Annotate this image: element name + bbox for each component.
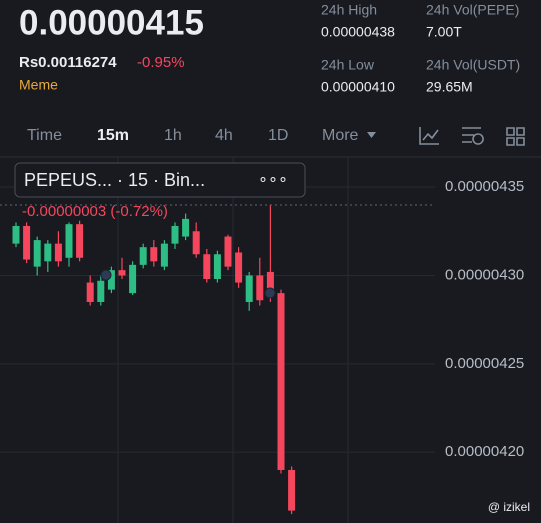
candle-body <box>107 270 115 290</box>
stat-label: 24h Low <box>321 57 375 73</box>
layout-icon[interactable] <box>506 127 525 146</box>
candle-body <box>12 225 20 244</box>
timeframe-tab[interactable]: 1h <box>164 127 182 144</box>
candle-body <box>129 264 137 294</box>
timeframe-tab[interactable]: 15m <box>97 127 129 144</box>
candle-body <box>160 243 168 267</box>
candle-body <box>171 225 179 244</box>
candle-body <box>192 231 200 255</box>
candle-body <box>23 225 31 260</box>
timeframe-tab[interactable]: 1D <box>268 127 288 144</box>
candle-body <box>266 271 274 294</box>
timeframe-tab[interactable]: 4h <box>215 127 233 144</box>
candle-body <box>65 224 73 258</box>
candle-body <box>256 275 264 301</box>
candle-body <box>118 270 126 276</box>
dropdown-arrow <box>367 132 376 138</box>
marker <box>264 287 276 299</box>
legend-box[interactable] <box>14 162 306 198</box>
indicator-icon[interactable] <box>419 127 439 145</box>
legend-menu[interactable]: ∘∘∘ <box>258 171 288 188</box>
price-change: -0.95% <box>137 54 185 71</box>
last-price: 0.00000415 <box>19 3 204 42</box>
candle-body <box>76 224 84 258</box>
candle-body <box>182 218 190 237</box>
y-tick-label: 0.00000435 <box>445 178 524 195</box>
candle-body <box>54 243 62 262</box>
stat-label: 24h High <box>321 2 377 18</box>
candle-body <box>150 247 158 262</box>
timeframe-tab[interactable]: More <box>322 127 359 144</box>
change-label: -0.00000003 (-0.72%) <box>22 203 168 220</box>
candle-body <box>33 240 41 267</box>
fiat-price: Rs0.00116274 <box>19 54 117 71</box>
watermark: @ izikel <box>488 500 530 514</box>
marker <box>100 269 112 281</box>
candle-body <box>44 243 52 262</box>
stat-value: 0.00000410 <box>321 79 395 95</box>
settings-icon[interactable] <box>462 127 484 145</box>
stat-value: 0.00000438 <box>321 24 395 40</box>
legend-text: PEPEUS... · 15 · Bin... <box>24 170 205 190</box>
y-tick-label: 0.00000425 <box>445 355 524 372</box>
candle-body <box>139 247 147 265</box>
candle-body <box>203 254 211 279</box>
candle-body <box>235 252 243 283</box>
candle-body <box>213 254 221 279</box>
timeframe-tab[interactable]: Time <box>27 127 62 144</box>
stat-label: 24h Vol(USDT) <box>426 57 520 73</box>
stat-value: 7.00T <box>426 24 462 40</box>
candle-body <box>277 293 285 470</box>
stat-value: 29.65M <box>426 79 473 95</box>
candle-body <box>86 282 94 302</box>
candle-body <box>97 280 105 302</box>
candle-body <box>288 469 296 511</box>
candle-body <box>245 275 253 302</box>
tag[interactable]: Meme <box>19 77 58 93</box>
y-tick-label: 0.00000430 <box>445 266 524 283</box>
y-tick-label: 0.00000420 <box>445 443 524 460</box>
candle-body <box>224 236 232 267</box>
stat-label: 24h Vol(PEPE) <box>426 2 519 18</box>
